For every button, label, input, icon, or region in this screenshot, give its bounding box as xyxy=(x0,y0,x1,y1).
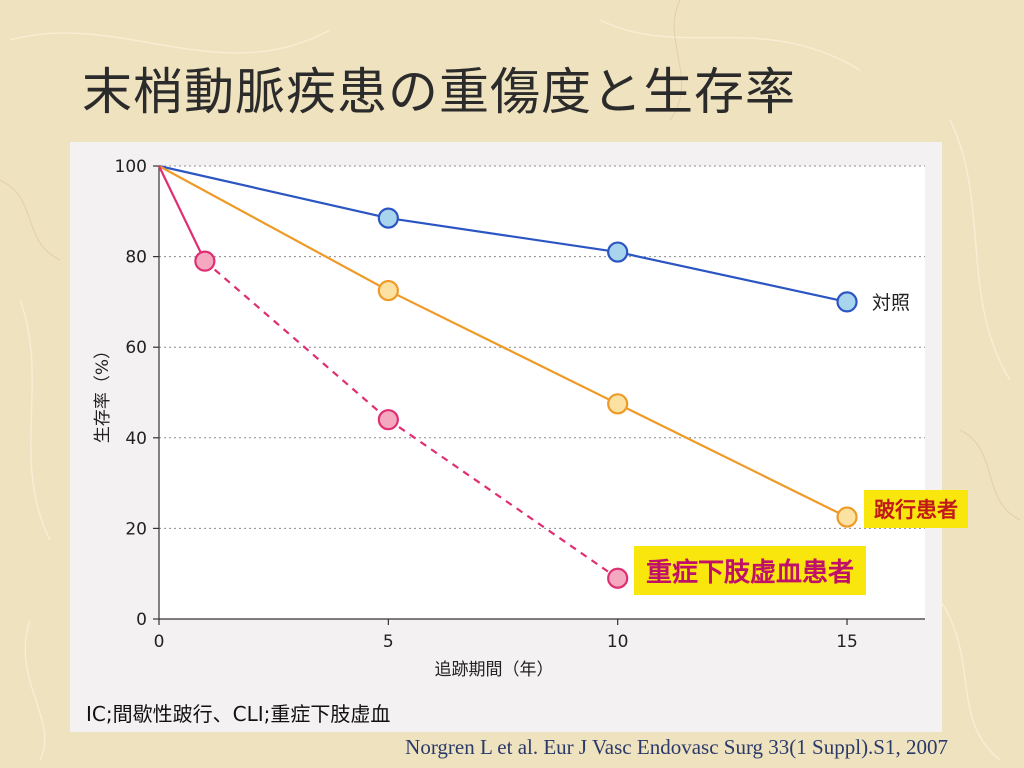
series-1-segment xyxy=(617,402,848,519)
citation: Norgren L et al. Eur J Vasc Endovasc Sur… xyxy=(405,735,948,759)
series-2-point xyxy=(607,567,629,589)
y-tick-label: 20 xyxy=(125,519,147,539)
x-tick-label: 5 xyxy=(383,632,394,652)
survival-line-chart: 0 20 40 60 80 100 0 5 10 15 追跡期間（年） 生存率（%） xyxy=(93,157,925,680)
x-tick-label: 10 xyxy=(607,632,629,652)
x-tick-label: 0 xyxy=(154,632,165,652)
y-tick-label: 40 xyxy=(125,429,147,449)
series-1-point xyxy=(607,393,629,415)
series-0-segment xyxy=(158,164,389,220)
series-2-point xyxy=(194,250,216,272)
x-tick-label: 15 xyxy=(836,632,858,652)
x-axis-title: 追跡期間（年） xyxy=(435,660,554,680)
claudication-series-label: 跛行患者 xyxy=(864,490,968,528)
series-1-point xyxy=(377,279,399,302)
chart-panel: 0 20 40 60 80 100 0 5 10 15 追跡期間（年） 生存率（%） xyxy=(70,142,942,732)
y-axis-title: 生存率（%） xyxy=(93,342,113,443)
series-2-segment xyxy=(204,260,390,421)
series-1-segment xyxy=(158,165,389,292)
y-tick-label: 100 xyxy=(115,157,147,177)
series-1-segment xyxy=(387,289,619,405)
series-2-point xyxy=(377,409,399,431)
series-1-point xyxy=(836,506,858,528)
series-0-point xyxy=(836,291,858,313)
series-2-segment xyxy=(158,165,206,262)
series-0-segment xyxy=(388,217,618,254)
series-0-point xyxy=(377,207,399,229)
abbreviation-footnote: IC;間歇性跛行、CLI;重症下肢虚血 xyxy=(86,702,391,726)
control-series-label: 対照 xyxy=(872,292,911,314)
series-0-segment xyxy=(617,250,848,303)
y-tick-label: 80 xyxy=(125,248,147,268)
series-0-point xyxy=(607,241,629,263)
y-tick-label: 60 xyxy=(125,338,147,358)
cli-series-label: 重症下肢虚血患者 xyxy=(634,546,867,595)
y-tick-label: 0 xyxy=(136,610,147,630)
slide-title: 末梢動脈疾患の重傷度と生存率 xyxy=(82,63,796,121)
